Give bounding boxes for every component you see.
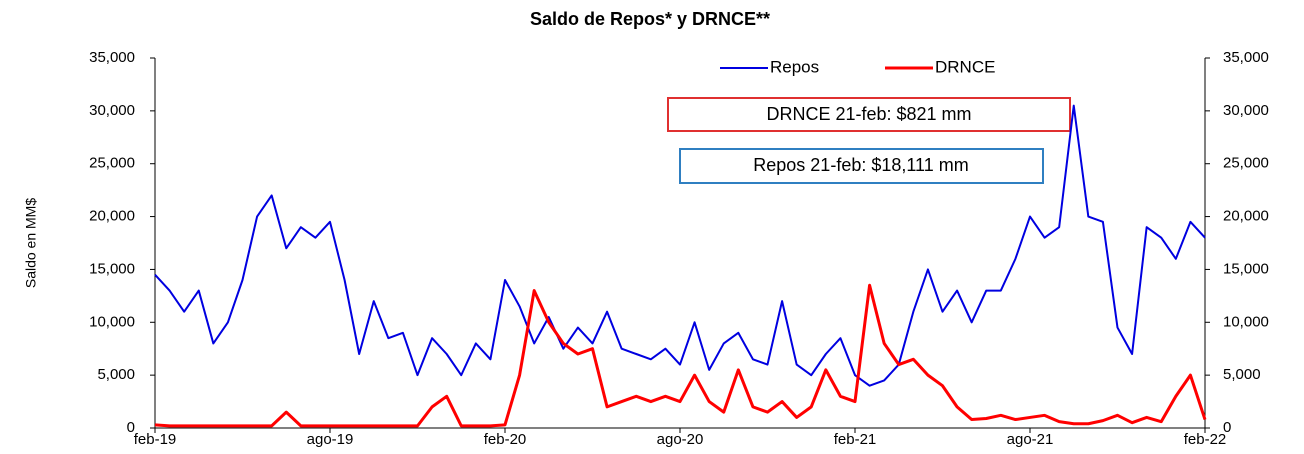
y-tick-label: 15,000: [89, 260, 135, 277]
y2-tick-label: 30,000: [1223, 102, 1269, 119]
y2-tick-label: 5,000: [1223, 366, 1261, 383]
annotation-box: [667, 97, 1071, 132]
y-tick-label: 25,000: [89, 155, 135, 172]
y-tick-label: 30,000: [89, 102, 135, 119]
y2-tick-label: 25,000: [1223, 155, 1269, 172]
x-tick-label: ago-20: [657, 431, 704, 448]
y2-tick-label: 10,000: [1223, 313, 1269, 330]
annotation: DRNCE 21-feb: $821 mm: [766, 104, 971, 124]
x-tick-label: feb-19: [134, 431, 177, 448]
annotation-box: [679, 148, 1044, 184]
y-tick-label: 5,000: [97, 366, 135, 383]
y2-tick-label: 35,000: [1223, 49, 1269, 66]
x-tick-label: feb-22: [1184, 431, 1227, 448]
x-tick-label: feb-20: [484, 431, 527, 448]
y-tick-label: 10,000: [89, 313, 135, 330]
annotation: Repos 21-feb: $18,111 mm: [753, 155, 968, 175]
chart-title: Saldo de Repos* y DRNCE**: [530, 9, 770, 29]
y-tick-label: 20,000: [89, 208, 135, 225]
series-line: [154, 283, 1207, 428]
legend-label: Repos: [770, 57, 819, 76]
series-line: [154, 104, 1206, 387]
legend-label: DRNCE: [935, 57, 995, 76]
x-tick-label: ago-19: [307, 431, 354, 448]
y-tick-label: 0: [127, 419, 135, 436]
x-tick-label: feb-21: [834, 431, 877, 448]
y-tick-label: 35,000: [89, 49, 135, 66]
y2-tick-label: 20,000: [1223, 208, 1269, 225]
y2-tick-label: 15,000: [1223, 260, 1269, 277]
x-tick-label: ago-21: [1007, 431, 1054, 448]
y2-tick-label: 0: [1223, 419, 1231, 436]
y-axis-label: Saldo en MM$: [23, 198, 39, 288]
